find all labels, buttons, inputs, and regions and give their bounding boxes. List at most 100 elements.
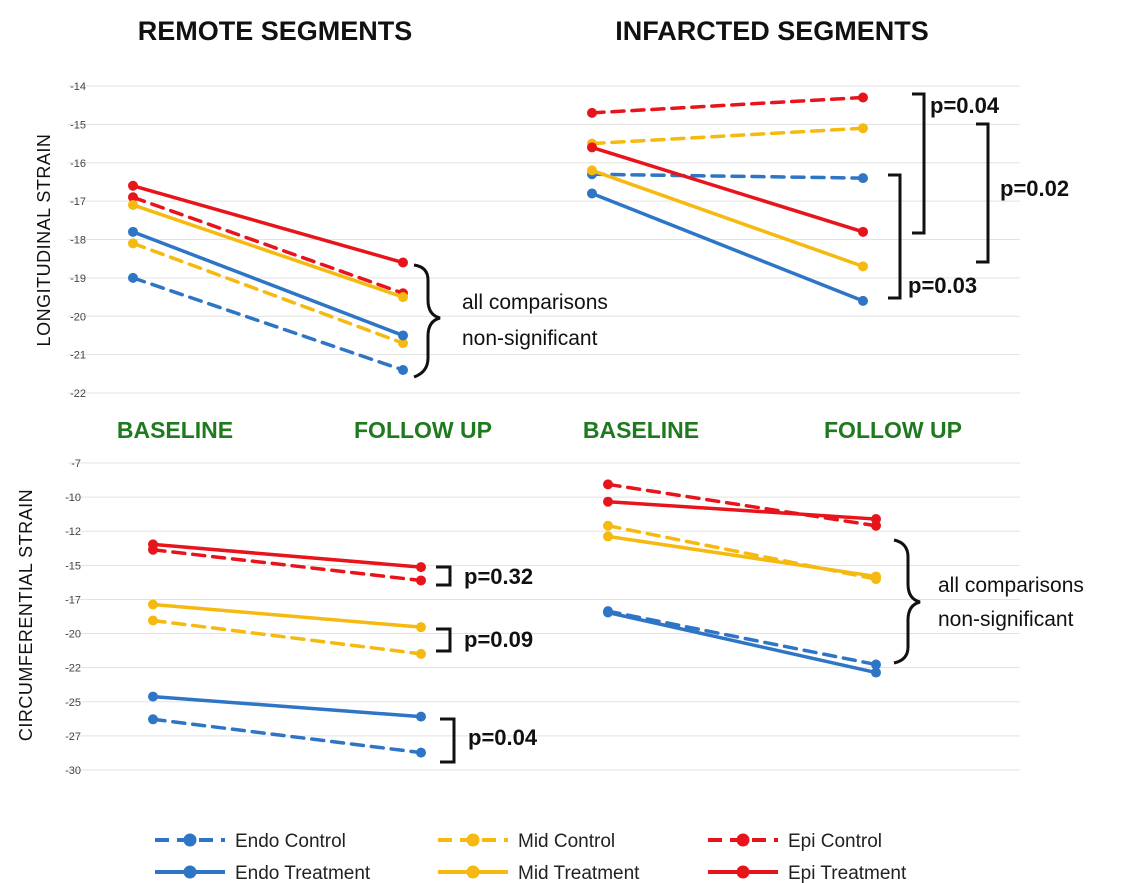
legend-label-endo-treatment: Endo Treatment [235,863,371,883]
y-tick-label: -30 [65,765,81,777]
y-tick-label: -25 [65,697,81,709]
point-endo-treatment-followup [398,330,408,341]
point-mid-treatment-followup [398,292,408,303]
point-mid-treatment-baseline [148,599,158,610]
point-mid-treatment-followup [416,622,426,633]
remote-title: REMOTE SEGMENTS [138,16,413,46]
series-line-epi-treatment [151,542,423,569]
y-tick-label: -21 [70,350,86,362]
series-line-epi-control [151,548,423,583]
legend-marker-epi-treatment [736,865,750,879]
remote-circumferential-brackets [436,565,456,764]
point-mid-control-followup [416,648,426,659]
phase-label-remote-followup: FOLLOW UP [354,417,492,443]
legend-label-epi-treatment: Epi Treatment [788,863,907,883]
point-mid-treatment-baseline [603,531,613,542]
legend-marker-endo-control [183,833,197,847]
point-epi-treatment-followup [398,257,408,268]
phase-label-remote-baseline: BASELINE [117,417,233,443]
series-line-mid-treatment [606,534,878,579]
y-tick-label: -19 [70,273,86,285]
series-line-epi-treatment [606,499,878,521]
point-endo-treatment-followup [871,667,881,678]
y-tick-label: -22 [65,663,81,675]
point-mid-treatment-followup [858,261,868,272]
infarcted-longitudinal-plot [587,92,868,306]
remote-circumferential-p-endo: p=0.04 [468,725,538,750]
point-endo-treatment-followup [416,711,426,722]
legend-item-epi-treatment: Epi Treatment [708,863,907,883]
legend: Endo Control Mid Control Epi Control Endo T… [155,831,907,883]
point-endo-control-baseline [128,272,138,283]
infarcted-longitudinal-brackets [888,92,990,300]
y-tick-label: -7 [71,458,81,470]
point-endo-control-followup [871,659,881,670]
point-mid-treatment-baseline [587,165,597,176]
y-tick-label: -10 [65,492,81,504]
remote-longitudinal-plot [128,180,408,375]
y-tick-label: -18 [70,235,86,247]
y-tick-label: -20 [70,311,86,323]
y-tick-label: -17 [65,594,81,606]
legend-item-epi-control: Epi Control [708,831,882,852]
remote-circumferential-plot [148,539,426,758]
y-tick-label: -15 [65,560,81,572]
y-tick-label: -17 [70,196,86,208]
point-epi-treatment-baseline [128,180,138,191]
legend-marker-epi-control [736,833,750,847]
y-tick-label: -15 [70,119,86,131]
legend-item-mid-control: Mid Control [438,831,615,852]
series-line-epi-control [590,95,865,115]
point-endo-control-followup [416,747,426,758]
series-line-endo-treatment [606,610,878,675]
legend-label-mid-control: Mid Control [518,831,615,852]
point-epi-treatment-baseline [603,496,613,507]
series-line-mid-treatment [590,168,865,269]
legend-item-endo-control: Endo Control [155,831,346,852]
series-line-endo-treatment [131,230,405,338]
point-epi-treatment-followup [871,514,881,525]
y-tick-label: -22 [70,388,86,400]
circumferential-gridlines: -7 -10 -12 -15 -17 -20 -22 -25 -27 -30 [65,458,1020,777]
point-endo-treatment-followup [858,295,868,306]
remote-longitudinal-note-line1: all comparisons [462,291,608,314]
y-tick-label: -27 [65,731,81,743]
series-line-epi-control [131,195,405,295]
point-endo-control-followup [398,364,408,375]
infarcted-circumferential-plot [603,479,881,678]
point-epi-treatment-followup [416,562,426,573]
point-endo-treatment-baseline [128,226,138,237]
series-line-mid-treatment [151,602,423,629]
point-mid-control-followup [858,123,868,134]
infarcted-longitudinal-p-endo: p=0.03 [908,273,977,298]
y-tick-label: -20 [65,629,81,641]
y-tick-label: -14 [70,81,86,93]
longitudinal-ylabel: LONGITUDINAL STRAIN [34,134,54,347]
point-endo-control-followup [858,173,868,184]
point-epi-treatment-followup [858,226,868,237]
point-epi-control-followup [416,575,426,586]
legend-item-endo-treatment: Endo Treatment [155,863,371,883]
legend-label-endo-control: Endo Control [235,831,346,852]
point-epi-treatment-baseline [587,142,597,153]
series-line-endo-control [606,609,878,667]
series-line-mid-control [151,618,423,656]
remote-longitudinal-brace [413,263,441,379]
legend-label-epi-control: Epi Control [788,831,882,852]
series-line-mid-treatment [131,203,405,299]
legend-marker-mid-treatment [466,865,480,879]
y-tick-label: -12 [65,526,81,538]
infarcted-longitudinal-p-epi: p=0.04 [930,93,1000,118]
series-line-mid-control [590,126,865,146]
series-line-endo-treatment [151,694,423,719]
point-endo-control-baseline [148,714,158,725]
legend-marker-endo-treatment [183,865,197,879]
point-mid-control-followup [398,338,408,349]
series-line-epi-treatment [131,184,405,265]
series-line-mid-control [131,241,405,345]
series-line-endo-control [131,276,405,372]
infarcted-longitudinal-p-mid: p=0.02 [1000,176,1069,201]
infarcted-circumferential-note-line1: all comparisons [938,574,1084,597]
point-mid-control-baseline [148,615,158,626]
